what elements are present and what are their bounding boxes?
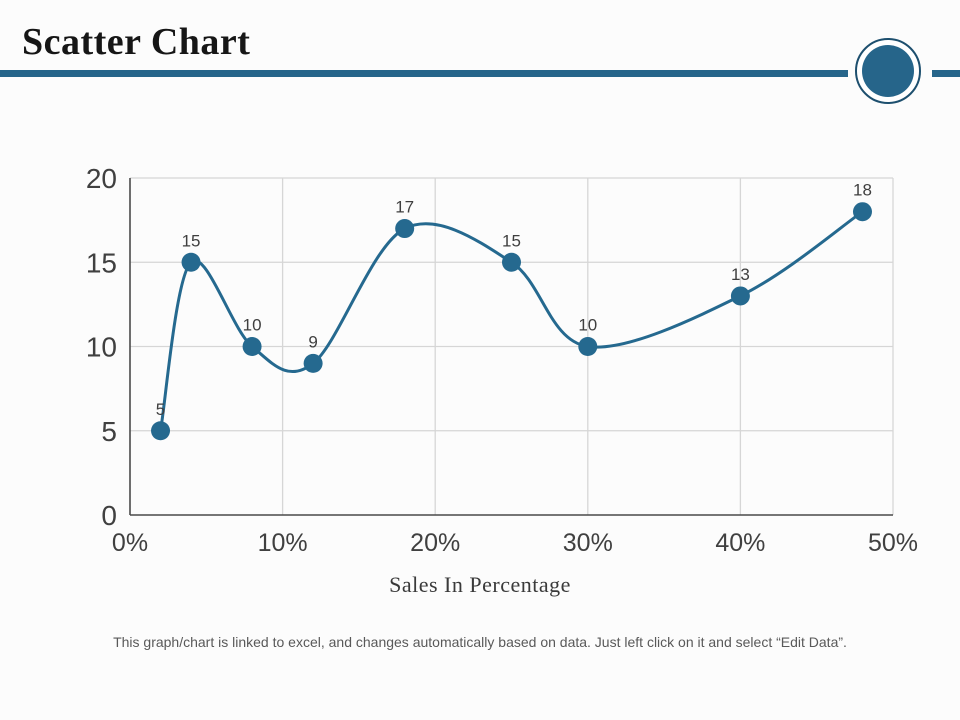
data-point [852, 202, 872, 222]
data-point [502, 252, 521, 272]
x-tick-label: 0% [112, 529, 148, 557]
y-tick-label: 15 [86, 247, 117, 278]
y-tick-label: 5 [101, 416, 117, 447]
title-divider-left [0, 70, 848, 77]
data-point [181, 252, 201, 272]
data-point [395, 219, 415, 239]
y-tick-label: 10 [86, 332, 117, 363]
data-point [730, 286, 750, 306]
data-point [151, 421, 171, 441]
data-point [303, 353, 323, 373]
page-title: Scatter Chart [22, 21, 251, 63]
data-point-label: 17 [395, 198, 414, 217]
footer-note: This graph/chart is linked to excel, and… [113, 634, 847, 650]
data-point-label: 10 [578, 316, 597, 335]
data-point-label: 9 [308, 332, 317, 351]
title-divider-right [932, 70, 960, 77]
data-point [242, 337, 262, 356]
x-tick-label: 30% [563, 529, 613, 557]
x-tick-label: 50% [868, 529, 918, 557]
data-point [578, 337, 598, 356]
data-point-label: 5 [156, 400, 165, 419]
data-point-label: 15 [182, 231, 201, 250]
data-point-label: 10 [243, 316, 262, 335]
x-axis-title: Sales In Percentage [389, 572, 571, 597]
data-point-label: 13 [731, 265, 750, 284]
data-point-label: 18 [853, 181, 872, 200]
x-tick-label: 40% [715, 529, 765, 557]
x-tick-label: 10% [258, 529, 308, 557]
circle-badge-icon [855, 38, 921, 104]
x-tick-label: 20% [410, 529, 460, 557]
circle-badge-fill [862, 45, 914, 97]
y-tick-label: 20 [86, 163, 117, 194]
y-tick-label: 0 [101, 500, 117, 531]
data-point-label: 15 [502, 231, 521, 250]
